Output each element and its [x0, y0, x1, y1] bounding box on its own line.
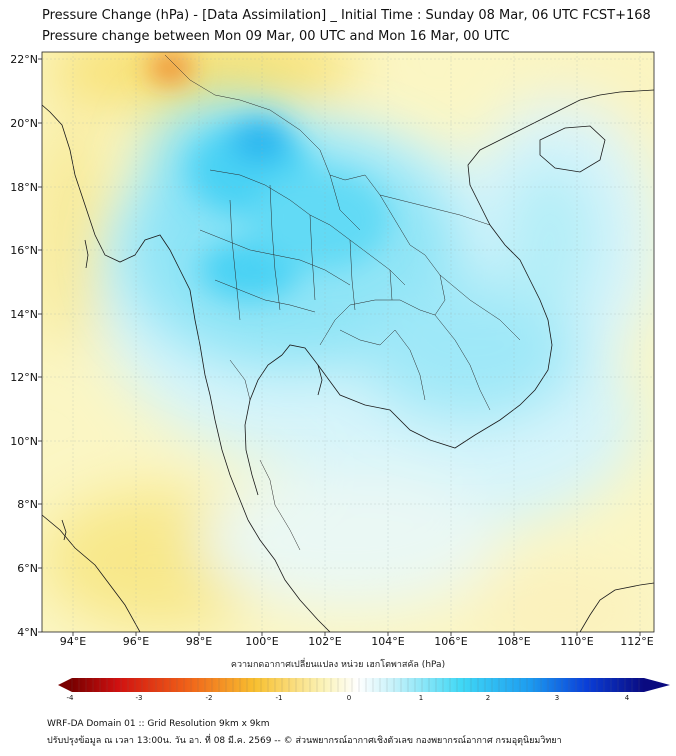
lat-label: 20°N	[10, 117, 38, 130]
graticule	[38, 52, 654, 636]
colorbar-tick: 4	[625, 694, 630, 702]
colorbar-tick: 2	[486, 694, 490, 702]
colorbar-tick: 0	[347, 694, 351, 702]
coastlines	[42, 89, 654, 632]
lon-label: 102°E	[308, 635, 341, 648]
lon-label: 112°E	[620, 635, 653, 648]
colorbar-tick: 3	[555, 694, 559, 702]
colorbar-tick: 1	[419, 694, 423, 702]
lon-label: 108°E	[497, 635, 530, 648]
admin-borders	[164, 54, 521, 551]
map-title: Pressure Change (hPa) - [Data Assimilati…	[42, 8, 651, 23]
lat-label: 10°N	[10, 435, 38, 448]
lon-label: 98°E	[186, 635, 212, 648]
lon-label: 106°E	[434, 635, 467, 648]
colorbar-tick: -3	[136, 694, 143, 702]
lat-label: 8°N	[17, 498, 38, 511]
longitude-labels: 94°E 96°E 98°E 100°E 102°E 104°E 106°E 1…	[60, 635, 654, 648]
latitude-labels: 22°N 20°N 18°N 16°N 14°N 12°N 10°N 8°N 6…	[10, 53, 38, 639]
colorbar: -4 -3 -2 -1 0 1 2 3 4	[58, 678, 670, 702]
lat-label: 12°N	[10, 371, 38, 384]
lat-label: 14°N	[10, 308, 38, 321]
lat-label: 6°N	[17, 562, 38, 575]
lat-label: 16°N	[10, 244, 38, 257]
lon-label: 94°E	[60, 635, 86, 648]
colorbar-tick: -4	[67, 694, 75, 702]
footer-model-info: WRF-DA Domain 01 :: Grid Resolution 9km …	[47, 719, 270, 729]
map-subtitle: Pressure change between Mon 09 Mar, 00 U…	[42, 29, 510, 44]
lon-label: 96°E	[123, 635, 149, 648]
colorbar-title: ความกดอากาศเปลี่ยนแปลง หน่วย เฮกโตพาสคัล…	[230, 660, 446, 670]
lon-label: 110°E	[560, 635, 593, 648]
pressure-change-map: 22°N 20°N 18°N 16°N 14°N 12°N 10°N 8°N 6…	[10, 51, 670, 702]
footer-credit: ปรับปรุงข้อมูล ณ เวลา 13:00น. วัน อา. ที…	[47, 736, 562, 746]
lat-label: 4°N	[17, 626, 38, 639]
pressure-field	[42, 52, 654, 632]
colorbar-ticks: -4 -3 -2 -1 0 1 2 3 4	[67, 694, 630, 702]
colorbar-tick: -1	[276, 694, 283, 702]
colorbar-tick: -2	[206, 694, 213, 702]
lon-label: 100°E	[245, 635, 278, 648]
lat-label: 22°N	[10, 53, 38, 66]
lon-label: 104°E	[371, 635, 404, 648]
lat-label: 18°N	[10, 181, 38, 194]
